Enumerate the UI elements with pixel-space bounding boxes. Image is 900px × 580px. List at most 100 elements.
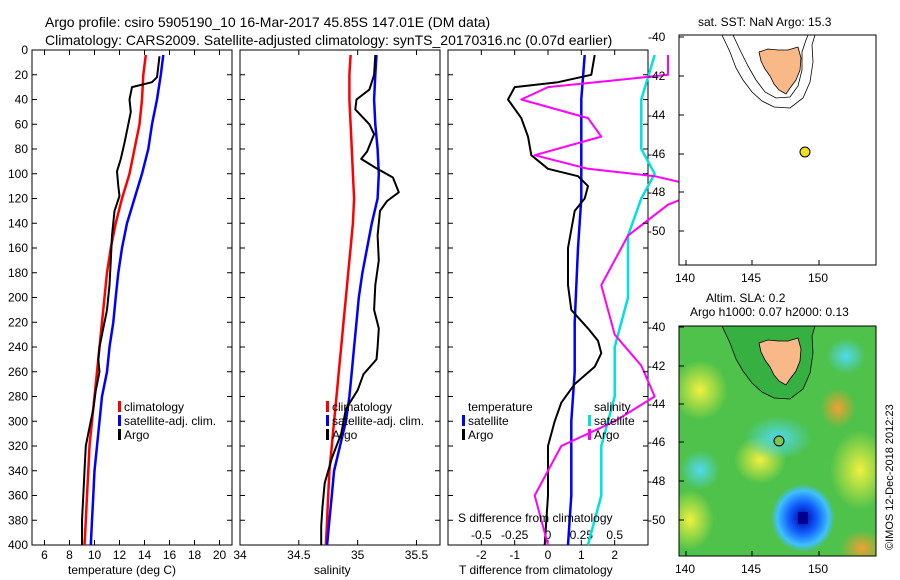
legend-t-argo: Argo [468, 428, 494, 442]
salinity-plot-frame [239, 49, 441, 546]
depth-tick-label: 20 [15, 68, 29, 82]
x2-tick-label: 0.25 [570, 528, 594, 542]
x-tick-label: 35 [351, 548, 365, 562]
series-argo [320, 54, 400, 545]
legend-temperature-title: temperature [468, 400, 533, 414]
sst-map-title: sat. SST: NaN Argo: 15.3 [698, 15, 832, 29]
sla-anomaly [679, 360, 728, 420]
temperature-plot-frame [31, 49, 233, 546]
sst-map-shelf-contour [721, 34, 816, 109]
lat-tick: -44 [648, 397, 666, 411]
lat-tick: -50 [648, 224, 666, 238]
legend-argo: Argo [124, 428, 150, 442]
lon-tick: 150 [808, 271, 828, 285]
lon-tick: 150 [808, 562, 828, 576]
sla-map-float-marker [773, 435, 785, 447]
sla-anomaly [820, 388, 856, 428]
sla-map: Altim. SLA: 0.2 Argo h1000: 0.07 h2000: … [648, 291, 896, 576]
lat-tick: -40 [648, 320, 666, 334]
imos-credit: ©IMOS 12-Dec-2018 2012:23 [884, 404, 896, 550]
depth-tick-label: 400 [8, 538, 28, 552]
sla-map-title: Altim. SLA: 0.2 [706, 291, 786, 305]
lon-tick: 140 [675, 562, 695, 576]
depth-tick-label: 220 [8, 315, 28, 329]
legend-swatch-s-argo [588, 429, 591, 440]
x-tick-label: 12 [113, 548, 127, 562]
lon-tick: 140 [675, 271, 695, 285]
sla-anomaly [680, 450, 720, 490]
x2-tick-label: -0.5 [471, 528, 492, 542]
depth-tick-label: 360 [8, 489, 28, 503]
depth-tick-label: 380 [8, 513, 28, 527]
series-temperature-argo [507, 54, 603, 546]
x-tick-label: -1 [509, 548, 520, 562]
lat-tick: -44 [648, 108, 666, 122]
depth-tick-label: 100 [8, 167, 28, 181]
x-tick-label: 18 [188, 548, 202, 562]
depth-tick-label: 180 [8, 266, 28, 280]
sla-eddy-core [798, 512, 808, 524]
x-tick-label: 6 [41, 548, 48, 562]
legend-swatch-argo [118, 429, 121, 440]
sla-map-lon-axis: 140 145 150 [675, 551, 828, 576]
lat-tick: -40 [648, 30, 666, 44]
depth-tick-label: 260 [8, 365, 28, 379]
temperature-panel: 0 20 40 60 80 100 120 140 160 180 200 220 240 260 280 3… [8, 43, 233, 577]
legend-satellite-adj: satellite-adj. clim. [332, 414, 424, 428]
sst-map-lat-axis: -40 -42 -44 -46 -48 -50 [648, 30, 684, 238]
difference-legend-salinity: salinity satellite Argo [588, 400, 635, 442]
lat-tick: -46 [648, 435, 666, 449]
legend-swatch-argo [326, 429, 329, 440]
legend-swatch-s-satellite [588, 415, 591, 426]
s-difference-x-axis: -0.5 -0.25 0 0.25 0.5 [471, 528, 623, 542]
series-temperature-satellite [566, 54, 586, 546]
legend-swatch-t-satellite [462, 415, 465, 426]
x-tick-label: 20 [213, 548, 227, 562]
lat-tick: -48 [648, 185, 666, 199]
legend-argo: Argo [332, 428, 358, 442]
depth-tick-label: 160 [8, 241, 28, 255]
x-tick-label: -2 [476, 548, 487, 562]
legend-swatch-climatology [118, 401, 121, 412]
salinity-panel: 34 34.5 35 35.5 salinity climatology satell… [233, 49, 441, 577]
x-tick-label: 8 [66, 548, 73, 562]
depth-tick-label: 200 [8, 291, 28, 305]
sst-map-coast-contour [732, 34, 809, 99]
sla-map-frame [678, 325, 877, 557]
legend-swatch-satellite-adj [118, 415, 121, 426]
depth-tick-label: 80 [15, 142, 29, 156]
lat-tick: -42 [648, 359, 666, 373]
x-tick-label: 14 [138, 548, 152, 562]
legend-satellite-adj: satellite-adj. clim. [124, 414, 216, 428]
legend-climatology: climatology [124, 400, 184, 414]
x-tick-label: 34 [233, 548, 247, 562]
difference-legend-temperature: temperature satellite Argo [462, 400, 533, 442]
temperature-x-axis: 6 8 10 12 14 16 18 20 [41, 50, 226, 562]
x2-tick-label: 0 [545, 528, 552, 542]
sst-map-tasmania [758, 46, 802, 95]
x-tick-label: 34.5 [287, 548, 311, 562]
salinity-x-axis: 34 34.5 35 35.5 [233, 50, 428, 562]
x-tick-label: 2 [611, 548, 618, 562]
legend-s-satellite: satellite [594, 414, 635, 428]
legend-swatch-climatology [326, 401, 329, 412]
title-line1: Argo profile: csiro 5905190_10 16-Mar-20… [45, 14, 490, 30]
temperature-legend: climatology satellite-adj. clim. Argo [118, 400, 216, 442]
sst-map-float-marker [799, 146, 811, 158]
s-difference-xlabel: S difference from climatology [458, 511, 613, 525]
temperature-xlabel: temperature (deg C) [68, 563, 176, 577]
x-tick-label: 1 [578, 548, 585, 562]
legend-salinity-title: salinity [594, 400, 631, 414]
lat-tick: -46 [648, 147, 666, 161]
sla-anomaly [826, 338, 866, 374]
series-satellite-adj-clim- [89, 54, 165, 546]
x2-tick-label: 0.5 [606, 528, 623, 542]
legend-swatch-satellite-adj [326, 415, 329, 426]
sla-map-lat-axis: -40 -42 -44 -46 -48 -50 [648, 320, 684, 527]
depth-tick-label: 320 [8, 439, 28, 453]
salinity-xlabel: salinity [314, 563, 351, 577]
depth-tick-label: 60 [15, 117, 29, 131]
sla-anomaly [840, 530, 876, 556]
sla-map-tasmania [758, 337, 802, 386]
